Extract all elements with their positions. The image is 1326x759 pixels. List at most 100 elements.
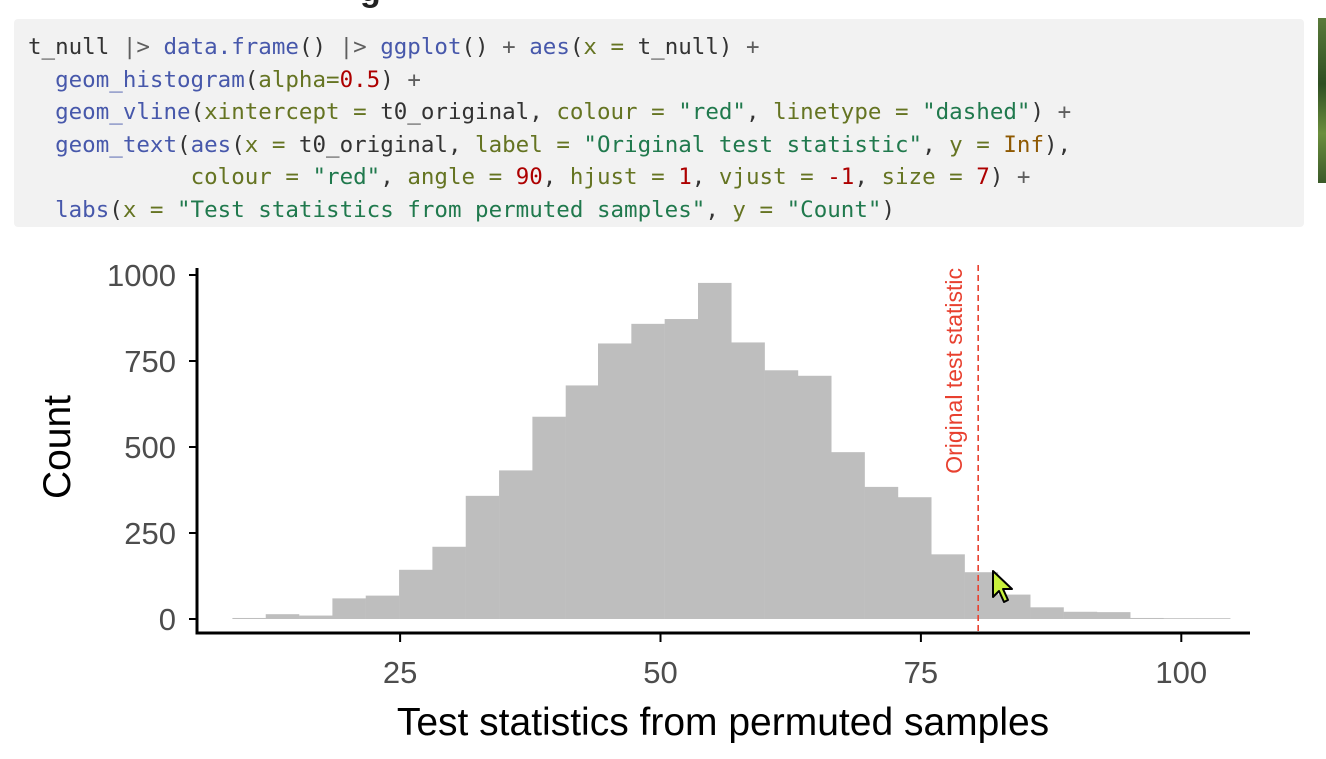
side-thumbnail-image	[1318, 18, 1326, 183]
code-token: vjust =	[718, 164, 814, 190]
code-token: colour =	[190, 164, 299, 190]
code-token: 0.5	[339, 66, 381, 93]
histogram-bar	[499, 470, 533, 619]
code-token: geom_vline	[55, 99, 191, 125]
code-token: "dashed"	[922, 99, 1031, 125]
code-token: x =	[583, 34, 625, 60]
code-token: hjust =	[569, 164, 665, 190]
code-line: colour = "red", angle = 90, hjust = 1, v…	[28, 161, 1304, 194]
code-token: ,	[922, 131, 950, 158]
code-line: geom_vline(xintercept = t0_original, col…	[28, 96, 1304, 129]
histogram-bar	[897, 497, 932, 619]
code-token: labs	[55, 196, 110, 223]
code-token: (	[177, 131, 191, 158]
histogram-bar	[399, 569, 433, 619]
code-token: ()	[461, 34, 503, 60]
code-token: (	[231, 131, 245, 158]
code-token: )	[989, 164, 1017, 190]
code-line: t_null |> data.frame() |> ggplot() + aes…	[28, 31, 1304, 64]
code-token: colour =	[556, 99, 665, 125]
histogram-bar	[1096, 612, 1131, 619]
x-tick-label: 50	[643, 655, 677, 690]
code-token: "Count"	[786, 196, 882, 223]
code-token: )	[380, 66, 408, 93]
code-token: t_null	[28, 34, 123, 60]
x-tick-label: 75	[904, 655, 938, 690]
code-token: aes	[529, 34, 570, 60]
code-token: Inf	[1003, 131, 1044, 158]
histogram-bar	[1163, 618, 1198, 619]
code-token: label =	[475, 131, 570, 158]
code-line: geom_text(aes(x = t0_original, label = "…	[28, 129, 1304, 162]
code-token: |>	[122, 34, 150, 60]
histogram-bar	[465, 495, 500, 619]
code-token: |>	[339, 34, 367, 60]
code-line: geom_histogram(alpha=0.5) +	[28, 64, 1304, 97]
code-token: +	[1016, 164, 1031, 190]
original-statistic-label: Original test statistic	[941, 268, 967, 474]
histogram-bar	[1063, 611, 1098, 619]
histogram-bar	[365, 595, 400, 619]
code-token: 90	[515, 164, 543, 190]
code-token: (	[569, 34, 584, 60]
code-token: t0_original,	[366, 99, 557, 125]
histogram-bar	[631, 323, 665, 619]
mouse-pointer-icon	[992, 570, 1013, 603]
code-token: y =	[949, 131, 990, 158]
code-token: data.frame	[163, 34, 299, 60]
code-token: +	[745, 34, 760, 60]
code-token: linetype =	[773, 99, 909, 125]
histogram-bar	[532, 416, 566, 619]
code-token: size =	[881, 164, 963, 190]
histogram-bar	[664, 319, 699, 619]
code-token: "red"	[312, 164, 381, 190]
histogram-bar	[232, 617, 266, 619]
code-token: ,	[691, 164, 719, 190]
code-token: 7	[976, 164, 990, 190]
histogram-bar	[332, 598, 366, 619]
code-token: "Original test statistic"	[583, 131, 923, 158]
code-token: geom_histogram	[55, 66, 245, 93]
code-token: +	[502, 34, 516, 60]
histogram-bar	[432, 546, 466, 619]
code-token: +	[407, 66, 421, 93]
code-token: y =	[732, 196, 774, 223]
histogram-bar	[1196, 618, 1231, 619]
code-token: t_null)	[624, 34, 746, 60]
y-tick-label: 750	[124, 344, 176, 379]
code-token: x =	[122, 196, 164, 223]
code-token: ggplot	[380, 34, 462, 60]
code-token: alpha=	[258, 66, 340, 93]
histogram-bar	[797, 375, 832, 619]
histogram-bar	[565, 385, 600, 619]
histogram-bar	[1030, 607, 1064, 619]
code-token: "red"	[678, 99, 746, 125]
code-token: "Test statistics from permuted samples"	[177, 196, 706, 223]
heading-fragment: g	[360, 0, 500, 10]
code-token: geom_text	[55, 131, 178, 158]
histogram-bar	[265, 614, 300, 619]
code-token: (	[109, 196, 123, 223]
x-axis-title: Test statistics from permuted samples	[397, 701, 1049, 744]
histogram-bar	[1130, 617, 1164, 619]
y-tick-label: 0	[159, 602, 176, 637]
histogram-bar	[598, 343, 632, 619]
histogram-bar	[698, 282, 732, 619]
code-token: ()	[298, 34, 340, 60]
code-token: )	[881, 196, 895, 223]
histogram-bar	[299, 615, 333, 619]
y-axis-title: Count	[36, 395, 79, 499]
code-token: ,	[542, 164, 570, 190]
code-token: ,	[745, 99, 774, 125]
x-tick-label: 100	[1155, 655, 1207, 690]
code-token: ,	[705, 196, 733, 223]
code-token: (	[190, 99, 205, 125]
histogram-bar	[764, 370, 799, 619]
code-line: labs(x = "Test statistics from permuted …	[28, 194, 1304, 227]
histogram-bar	[831, 452, 865, 619]
code-token: ),	[1044, 131, 1072, 158]
code-token: xintercept =	[204, 99, 367, 125]
code-token: ,	[380, 164, 408, 190]
